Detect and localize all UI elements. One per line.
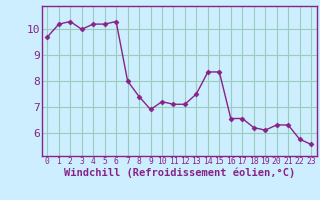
X-axis label: Windchill (Refroidissement éolien,°C): Windchill (Refroidissement éolien,°C) bbox=[64, 168, 295, 178]
